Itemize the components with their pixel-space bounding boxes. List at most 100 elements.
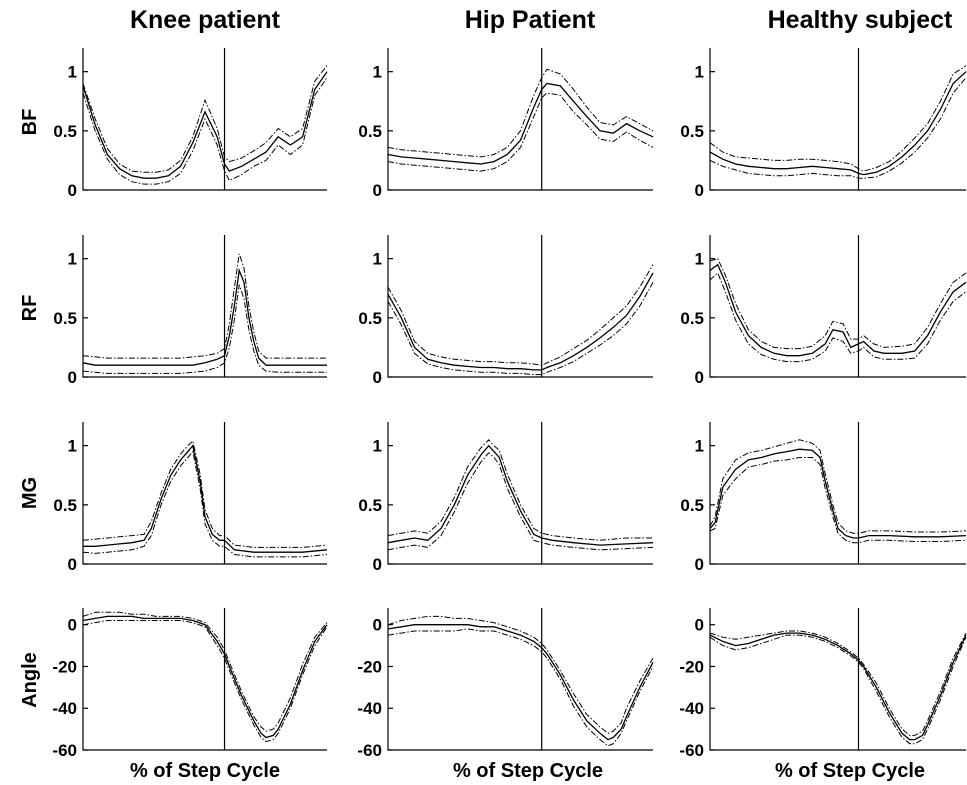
panel-angle-healthy-y-tick-label: -60 (679, 741, 704, 760)
panel-mg-knee-mean-line (83, 444, 328, 553)
panel-bf-knee-y-tick-label: 1 (68, 63, 77, 82)
panel-mg-hip-y-tick-label: 0 (373, 555, 382, 574)
panel-bf-hip-y-tick-label: 0 (373, 181, 382, 200)
panel-bf-healthy-lower-band-line (709, 77, 967, 179)
panel-angle-knee-mean-line (82, 615, 328, 739)
panel-angle-knee-y-tick-label: -20 (52, 657, 77, 676)
column-title-knee-patient: Knee patient (130, 6, 281, 34)
panel-bf-knee-lower-band-line (82, 77, 328, 185)
panel-angle-healthy-axes (709, 608, 966, 751)
panel-angle-hip-y-tick-label: 0 (373, 616, 382, 635)
panel-angle-healthy-y-tick-label: -40 (679, 699, 704, 718)
x-axis-label-hip-patient: % of Step Cycle (453, 760, 603, 782)
panel-mg-healthy-y-tick-label: 0 (695, 555, 704, 574)
panel-rf-hip-y-tick-label: 1 (373, 250, 382, 269)
panel-rf-hip-y-tick-label: 0.5 (358, 309, 382, 328)
panel-bf-healthy-upper-band-line (709, 65, 967, 172)
panel-bf-hip-lower-band-line (387, 92, 654, 172)
panels-group: 00.5100.5100.5100.5100.5100.5100.5100.51… (52, 48, 967, 760)
panel-mg-knee-y-tick-label: 0.5 (53, 496, 77, 515)
panel-mg-healthy-upper-band-line (709, 439, 967, 534)
panel-bf-hip: 00.51 (358, 48, 654, 200)
panel-rf-hip: 00.51 (358, 235, 654, 387)
panel-bf-healthy-y-tick-label: 1 (695, 63, 704, 82)
panel-angle-hip-axes (387, 608, 653, 751)
row-label-rf: RF (19, 295, 41, 322)
panel-rf-hip-y-tick-label: 0 (373, 368, 382, 387)
panel-bf-knee: 00.51 (53, 48, 328, 200)
panel-mg-knee-y-tick-label: 0 (68, 555, 77, 574)
panel-rf-knee-y-tick-label: 1 (68, 250, 77, 269)
row-label-angle: Angle (19, 652, 41, 708)
panel-rf-hip-mean-line (387, 272, 654, 371)
panel-rf-healthy-lower-band-line (709, 272, 967, 363)
panel-bf-healthy-y-tick-label: 0.5 (680, 122, 704, 141)
panel-bf-knee-mean-line (82, 71, 328, 179)
panel-bf-hip-axes (387, 48, 653, 191)
panel-rf-knee-axes (82, 235, 327, 378)
panel-bf-hip-upper-band-line (387, 68, 654, 158)
panel-angle-hip-y-tick-label: -20 (357, 657, 382, 676)
panel-angle-knee-y-tick-label: -60 (52, 741, 77, 760)
panel-rf-healthy-upper-band-line (709, 258, 967, 350)
panel-angle-knee-y-tick-label: 0 (68, 616, 77, 635)
panel-mg-healthy: 00.51 (680, 422, 967, 574)
panel-bf-knee-upper-band-line (82, 65, 328, 173)
panel-angle-hip-y-tick-label: -60 (357, 741, 382, 760)
panel-mg-hip-mean-line (387, 444, 654, 546)
panel-rf-hip-upper-band-line (387, 264, 654, 366)
panel-mg-healthy-lower-band-line (709, 457, 967, 544)
panel-bf-hip-y-tick-label: 1 (373, 63, 382, 82)
panel-rf-healthy-axes (709, 235, 966, 378)
row-labels: BF RF MG Angle (19, 109, 41, 708)
panel-rf-healthy-y-tick-label: 0.5 (680, 309, 704, 328)
column-title-healthy-subject: Healthy subject (768, 6, 953, 34)
panel-angle-healthy-lower-band-line (709, 634, 967, 745)
panel-bf-hip-mean-line (387, 82, 654, 165)
panel-mg-healthy-mean-line (709, 448, 967, 539)
panel-rf-hip-axes (387, 235, 653, 378)
panel-mg-hip-lower-band-line (387, 452, 654, 551)
panel-mg-healthy-axes (709, 422, 966, 565)
panel-bf-knee-y-tick-label: 0.5 (53, 122, 77, 141)
panel-angle-knee-lower-band-line (82, 620, 328, 743)
panel-angle-hip: 0 -20 -40 -60 (357, 608, 654, 760)
panel-mg-healthy-y-tick-label: 0.5 (680, 496, 704, 515)
panel-mg-hip-upper-band-line (387, 439, 653, 541)
panel-angle-healthy: 0 -20 -40 -60 (679, 608, 967, 760)
row-label-mg: MG (19, 477, 41, 509)
panel-angle-hip-y-tick-label: -40 (357, 699, 382, 718)
panel-rf-healthy-mean-line (709, 263, 967, 357)
panel-mg-knee-y-tick-label: 1 (68, 437, 77, 456)
panel-rf-healthy-y-tick-label: 1 (695, 250, 704, 269)
panel-mg-hip-y-tick-label: 0.5 (358, 496, 382, 515)
panel-rf-knee: 00.51 (53, 235, 327, 387)
row-label-bf: BF (19, 109, 41, 136)
panel-rf-knee-mean-line (82, 268, 327, 366)
panel-angle-hip-lower-band-line (387, 628, 654, 747)
panel-rf-healthy: 00.51 (680, 235, 967, 387)
panel-angle-healthy-y-tick-label: 0 (695, 616, 704, 635)
panel-angle-knee-y-tick-label: -40 (52, 699, 77, 718)
panel-bf-healthy-y-tick-label: 0 (695, 181, 704, 200)
panel-mg-healthy-y-tick-label: 1 (695, 437, 704, 456)
panel-mg-hip-axes (387, 422, 653, 565)
panel-mg-hip: 00.51 (358, 422, 654, 574)
panel-mg-knee: 00.51 (53, 422, 328, 574)
column-title-hip-patient: Hip Patient (465, 6, 596, 34)
panel-angle-hip-mean-line (387, 624, 654, 741)
panel-rf-knee-y-tick-label: 0.5 (53, 309, 77, 328)
panel-bf-knee-y-tick-label: 0 (68, 181, 77, 200)
panel-angle-knee-axes (82, 608, 327, 751)
panel-angle-healthy-mean-line (709, 632, 967, 741)
panel-mg-knee-lower-band-line (82, 450, 328, 558)
x-axis-label-knee-patient: % of Step Cycle (130, 760, 280, 782)
panel-angle-healthy-upper-band-line (709, 630, 967, 736)
panel-bf-hip-y-tick-label: 0.5 (358, 122, 382, 141)
panel-bf-healthy-mean-line (709, 71, 967, 176)
panel-rf-knee-y-tick-label: 0 (68, 368, 77, 387)
panel-rf-hip-lower-band-line (387, 282, 654, 376)
panel-rf-knee-lower-band-line (82, 284, 327, 374)
panel-mg-knee-axes (82, 422, 327, 565)
